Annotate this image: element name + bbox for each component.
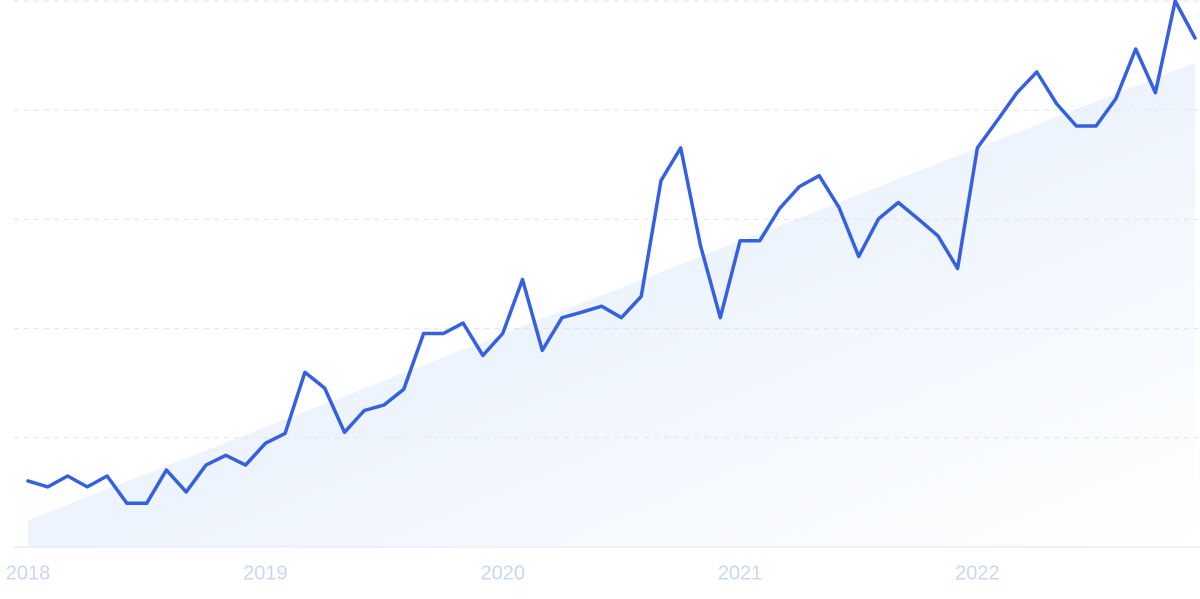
x-tick-label: 2020	[480, 562, 525, 584]
x-tick-label: 2019	[243, 562, 288, 584]
x-tick-label: 2022	[955, 562, 1000, 584]
x-tick-label: 2018	[6, 562, 51, 584]
trend-area	[28, 62, 1195, 548]
x-tick-label: 2021	[718, 562, 763, 584]
data-line	[26, 0, 1197, 506]
